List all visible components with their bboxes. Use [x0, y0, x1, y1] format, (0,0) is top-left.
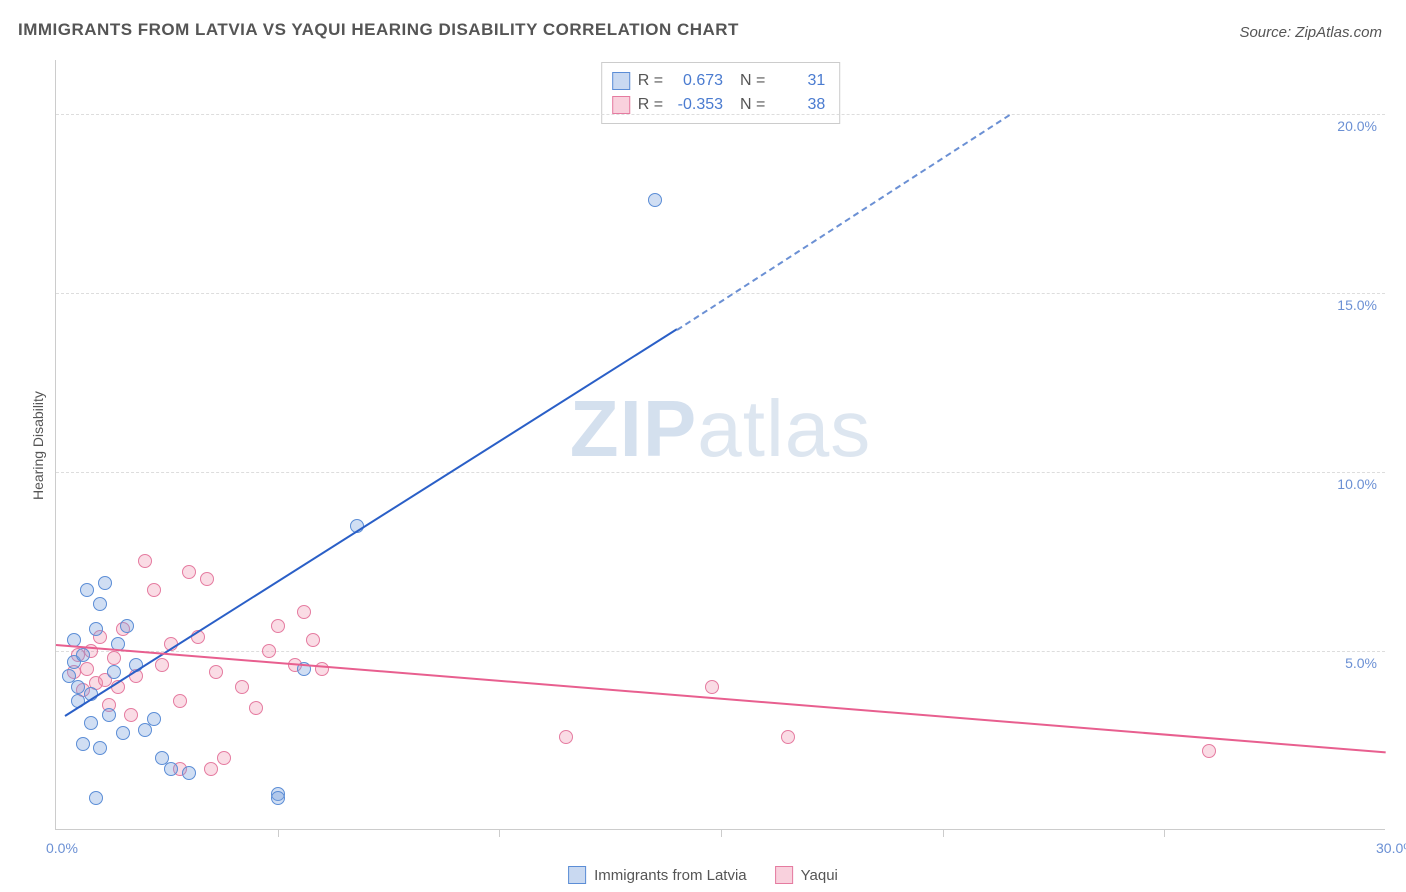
- pink-point: [262, 644, 276, 658]
- blue-point: [93, 741, 107, 755]
- blue-point: [107, 665, 121, 679]
- pink-point: [204, 762, 218, 776]
- chart-title: IMMIGRANTS FROM LATVIA VS YAQUI HEARING …: [18, 20, 739, 40]
- x-tick-label: 30.0%: [1376, 840, 1406, 856]
- gridline-h: [56, 293, 1385, 294]
- x-tick: [1164, 829, 1165, 837]
- plot-area: ZIPatlas R = 0.673 N = 31 R = -0.353 N =…: [55, 60, 1385, 830]
- y-tick-label: 20.0%: [1337, 118, 1377, 134]
- x-tick-label: 0.0%: [46, 840, 78, 856]
- blue-point: [71, 680, 85, 694]
- legend-swatch-blue-icon: [568, 866, 586, 884]
- blue-point: [84, 716, 98, 730]
- blue-point: [164, 762, 178, 776]
- pink-point: [249, 701, 263, 715]
- blue-point: [102, 708, 116, 722]
- blue-point: [93, 597, 107, 611]
- trend-line: [64, 329, 677, 717]
- swatch-blue-icon: [612, 72, 630, 90]
- pink-point: [209, 665, 223, 679]
- blue-point: [120, 619, 134, 633]
- pink-point: [781, 730, 795, 744]
- gridline-h: [56, 651, 1385, 652]
- pink-point: [705, 680, 719, 694]
- legend-label-pink: Yaqui: [801, 867, 838, 884]
- blue-point: [89, 791, 103, 805]
- trend-line: [676, 114, 1010, 331]
- blue-point: [147, 712, 161, 726]
- swatch-pink-icon: [612, 96, 630, 114]
- blue-point: [80, 583, 94, 597]
- pink-point: [235, 680, 249, 694]
- blue-point: [76, 648, 90, 662]
- pink-point: [124, 708, 138, 722]
- blue-point: [76, 737, 90, 751]
- bottom-legend: Immigrants from Latvia Yaqui: [568, 866, 838, 884]
- blue-point: [271, 791, 285, 805]
- pink-point: [107, 651, 121, 665]
- blue-point: [116, 726, 130, 740]
- y-tick-label: 15.0%: [1337, 297, 1377, 313]
- pink-point: [297, 605, 311, 619]
- pink-point: [138, 554, 152, 568]
- pink-point: [559, 730, 573, 744]
- pink-point: [315, 662, 329, 676]
- legend-swatch-pink-icon: [775, 866, 793, 884]
- legend-label-blue: Immigrants from Latvia: [594, 867, 747, 884]
- pink-point: [155, 658, 169, 672]
- blue-point: [648, 193, 662, 207]
- blue-point: [98, 576, 112, 590]
- pink-point: [200, 572, 214, 586]
- trend-line: [56, 644, 1386, 753]
- pink-point: [217, 751, 231, 765]
- x-tick: [943, 829, 944, 837]
- x-tick: [278, 829, 279, 837]
- y-tick-label: 10.0%: [1337, 476, 1377, 492]
- pink-point: [173, 694, 187, 708]
- y-axis-title: Hearing Disability: [30, 391, 46, 500]
- watermark: ZIPatlas: [570, 383, 871, 475]
- source-text: Source: ZipAtlas.com: [1239, 24, 1382, 41]
- pink-point: [1202, 744, 1216, 758]
- gridline-h: [56, 114, 1385, 115]
- pink-point: [306, 633, 320, 647]
- pink-point: [80, 662, 94, 676]
- blue-point: [89, 622, 103, 636]
- pink-point: [147, 583, 161, 597]
- stats-row-blue: R = 0.673 N = 31: [612, 69, 826, 93]
- x-tick: [499, 829, 500, 837]
- blue-point: [182, 766, 196, 780]
- gridline-h: [56, 472, 1385, 473]
- pink-point: [271, 619, 285, 633]
- x-tick: [721, 829, 722, 837]
- pink-point: [182, 565, 196, 579]
- y-tick-label: 5.0%: [1345, 655, 1377, 671]
